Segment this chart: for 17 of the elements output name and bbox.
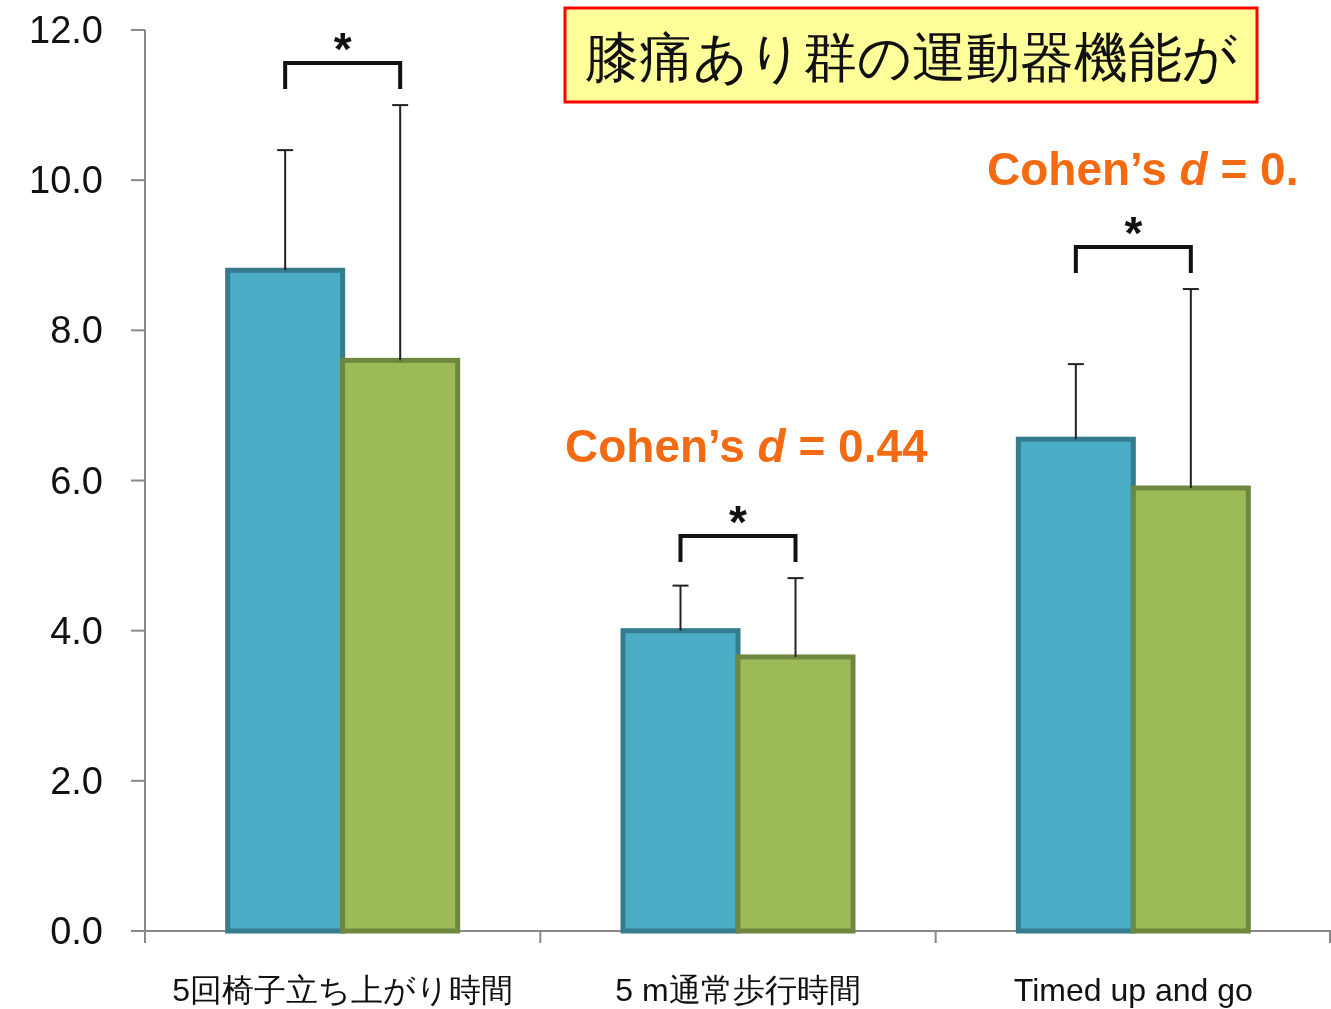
y-tick-label: 12.0 xyxy=(29,9,103,51)
annotation: Cohen’s d = 0. xyxy=(987,143,1299,195)
annotation: * xyxy=(729,496,748,549)
y-tick-label: 6.0 xyxy=(50,459,103,502)
x-tick-label: 5 m通常歩行時間 xyxy=(615,972,861,1008)
y-tick-label: 0.0 xyxy=(50,910,103,952)
y-tick-label: 4.0 xyxy=(50,609,103,652)
y-tick-label: 2.0 xyxy=(50,759,103,802)
annotation: * xyxy=(1124,207,1143,260)
y-tick-label: 10.0 xyxy=(29,159,103,202)
title-box: 膝痛あり群の運動器機能が xyxy=(563,6,1259,104)
x-tick-label: Timed up and go xyxy=(1013,972,1253,1008)
y-tick-label: 8.0 xyxy=(50,309,103,352)
annotation: Cohen’s d = 0.44 xyxy=(565,420,929,472)
chart-title: 膝痛あり群の運動器機能が xyxy=(585,27,1237,87)
annotation: * xyxy=(333,23,352,76)
x-tick-label: 5回椅子立ち上がり時間 xyxy=(172,972,514,1008)
